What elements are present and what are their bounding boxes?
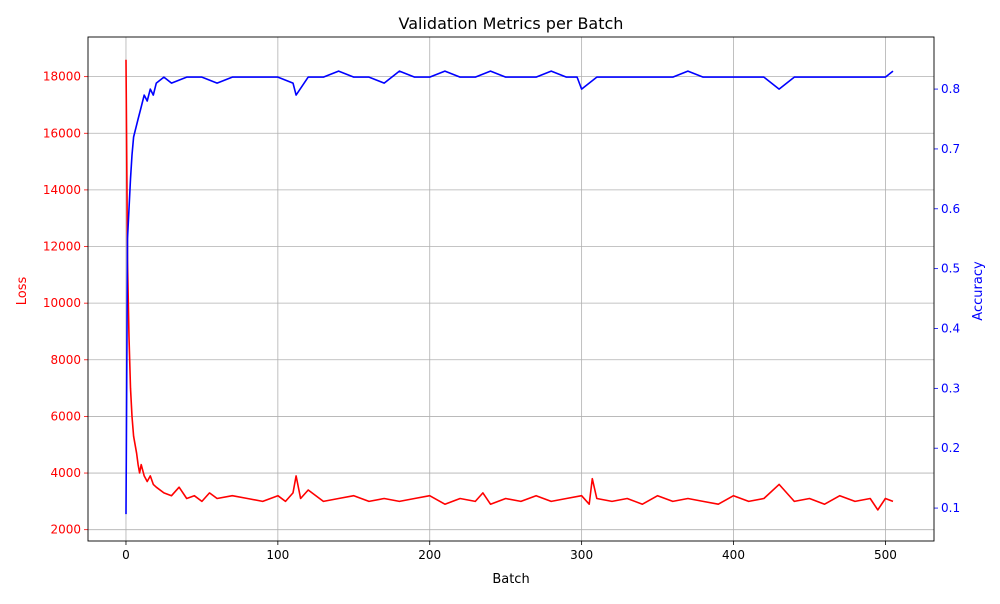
axes: 0 100 200 300 400 500 2000 4000 6000 8000 10000 120… [43, 36, 960, 562]
y-left-tick-label: 14000 [43, 183, 81, 197]
y-axis-label-left: Loss [15, 277, 30, 306]
y-right-tick-label: 0.4 [941, 322, 960, 336]
y-left-tick-label: 10000 [43, 296, 81, 310]
y-left-tick-label: 2000 [50, 523, 81, 537]
series-lines [125, 59, 894, 515]
y-axis-label-right: Accuracy [971, 261, 986, 321]
x-tick-label: 200 [418, 548, 441, 562]
x-tick-label: 100 [266, 548, 289, 562]
y-left-tick-label: 12000 [43, 240, 81, 254]
y-right-tick-label: 0.6 [941, 202, 960, 216]
x-tick-label: 400 [722, 548, 745, 562]
accuracy-series-line [125, 70, 894, 515]
chart-title: Validation Metrics per Batch [399, 14, 624, 33]
y-right-tick-label: 0.7 [941, 142, 960, 156]
y-right-tick-label: 0.8 [941, 82, 960, 96]
plot-frame [87, 36, 935, 542]
y-right-tick-label: 0.2 [941, 441, 960, 455]
y-left-tick-label: 16000 [43, 126, 81, 140]
x-axis-label: Batch [492, 572, 529, 587]
x-tick-label: 300 [570, 548, 593, 562]
loss-series-line [125, 59, 894, 511]
y-right-tick-label: 0.3 [941, 381, 960, 395]
y-left-tick-label: 8000 [50, 353, 81, 367]
y-left-tick-label: 6000 [50, 409, 81, 423]
y-right-tick-label: 0.1 [941, 501, 960, 515]
y-right-tick-label: 0.5 [941, 262, 960, 276]
y-left-tick-label: 18000 [43, 70, 81, 84]
x-tick-label: 0 [122, 548, 130, 562]
x-tick-label: 500 [874, 548, 897, 562]
y-left-tick-label: 4000 [50, 466, 81, 480]
